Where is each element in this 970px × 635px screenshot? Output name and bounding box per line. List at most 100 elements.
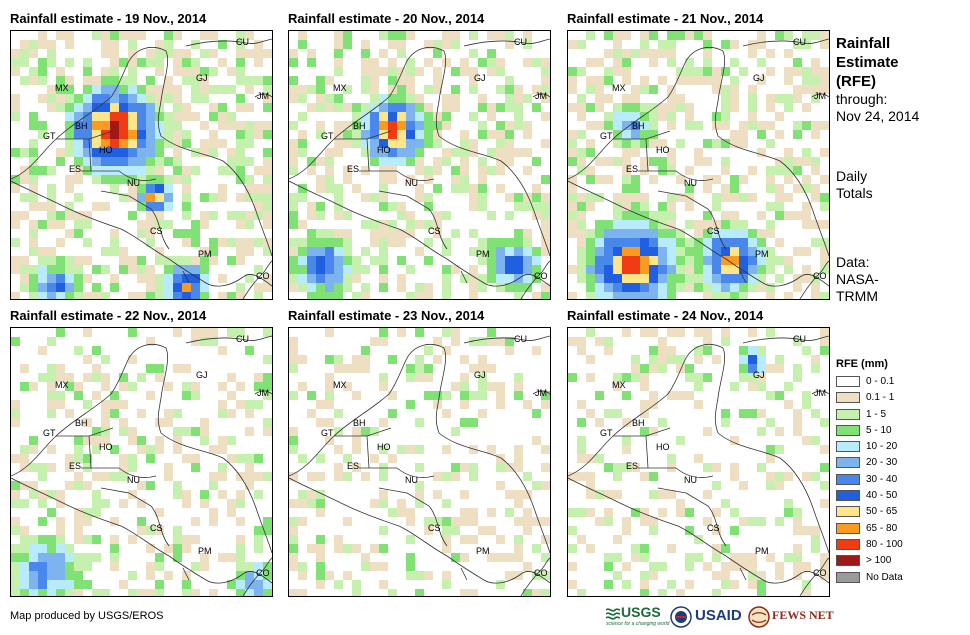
rain-cell (793, 166, 802, 175)
rain-cell (568, 67, 577, 76)
legend-row: 5 - 10 (836, 424, 892, 440)
rain-cell (640, 40, 649, 49)
rain-cell (101, 76, 110, 85)
rain-cell (433, 472, 442, 481)
rain-cell (343, 121, 352, 130)
rain-cell (451, 148, 460, 157)
rain-cell (631, 355, 640, 364)
rain-cell (433, 40, 442, 49)
rain-cell (83, 562, 92, 571)
rain-cell (694, 220, 703, 229)
rain-cell (586, 229, 595, 238)
rain-cell (514, 148, 523, 157)
rain-cell (11, 589, 20, 596)
rain-cell (92, 427, 101, 436)
rain-cell (685, 112, 694, 121)
rain-cell (200, 220, 209, 229)
rain-cell (209, 445, 218, 454)
rain-cell (523, 562, 532, 571)
rain-cell (38, 553, 47, 562)
rain-cell (766, 166, 775, 175)
usaid-logo: USAID (695, 607, 742, 624)
rain-cell (227, 67, 236, 76)
rain-cell (676, 67, 685, 76)
rain-cell (496, 274, 505, 283)
rain-cell (694, 238, 703, 247)
rain-cell (101, 166, 110, 175)
rain-cell (236, 400, 245, 409)
rain-cell (676, 364, 685, 373)
rain-cell (325, 328, 334, 337)
rain-cell (298, 589, 307, 596)
rain-cell (254, 454, 263, 463)
rain-cell (137, 409, 146, 418)
rain-cell (622, 184, 631, 193)
rain-cell (757, 121, 766, 130)
rain-cell (685, 562, 694, 571)
rain-cell (676, 103, 685, 112)
rain-cell (514, 229, 523, 238)
rain-cell (685, 76, 694, 85)
rain-cell (505, 193, 514, 202)
rain-cell (38, 346, 47, 355)
rain-cell (568, 202, 577, 211)
rain-cell (92, 139, 101, 148)
rain-cell (406, 364, 415, 373)
coastline-pacific (568, 477, 829, 584)
rain-cell (469, 463, 478, 472)
rain-cell (316, 535, 325, 544)
rain-cell (658, 274, 667, 283)
rain-cell (74, 94, 83, 103)
rain-cell (128, 85, 137, 94)
rain-cell (568, 76, 577, 85)
rain-cell (640, 256, 649, 265)
rain-cell (65, 139, 74, 148)
sidebar-data-source: Data: NASA- TRMM (836, 254, 879, 305)
rain-cell (739, 292, 748, 299)
rain-cell (254, 562, 263, 571)
rain-cell (361, 40, 370, 49)
rain-cell (29, 220, 38, 229)
rain-cell (173, 544, 182, 553)
rain-cell (307, 499, 316, 508)
rain-cell (685, 508, 694, 517)
rain-cell (164, 418, 173, 427)
rain-cell (622, 328, 631, 337)
legend-row: 30 - 40 (836, 473, 897, 489)
rain-cell (379, 148, 388, 157)
rain-cell (83, 148, 92, 157)
rain-cell (74, 283, 83, 292)
rain-cell (694, 247, 703, 256)
rain-cell (442, 283, 451, 292)
rain-cell (29, 481, 38, 490)
rain-cell (514, 517, 523, 526)
rain-cell (137, 517, 146, 526)
rain-cell (442, 391, 451, 400)
coastline-colombia (799, 557, 829, 596)
rain-cell (442, 31, 451, 40)
rain-cell (298, 571, 307, 580)
rain-cell (622, 121, 631, 130)
rain-cell (334, 238, 343, 247)
rain-cell (182, 292, 191, 299)
rain-cell (83, 67, 92, 76)
rain-cell (703, 238, 712, 247)
rain-cell (379, 337, 388, 346)
rain-cell (155, 202, 164, 211)
country-label-nu: NU (127, 475, 140, 485)
rain-cell (721, 139, 730, 148)
country-label-bh: BH (353, 121, 366, 131)
rain-cell (415, 67, 424, 76)
rain-cell (56, 364, 65, 373)
rain-cell (406, 535, 415, 544)
rain-cell (703, 31, 712, 40)
rain-cell (766, 328, 775, 337)
rain-cell (478, 193, 487, 202)
rain-cell (766, 247, 775, 256)
rain-cell (424, 526, 433, 535)
rain-cell (316, 229, 325, 238)
rain-cell (469, 247, 478, 256)
rain-cell (20, 562, 29, 571)
rain-cell (155, 58, 164, 67)
rain-cell (137, 175, 146, 184)
